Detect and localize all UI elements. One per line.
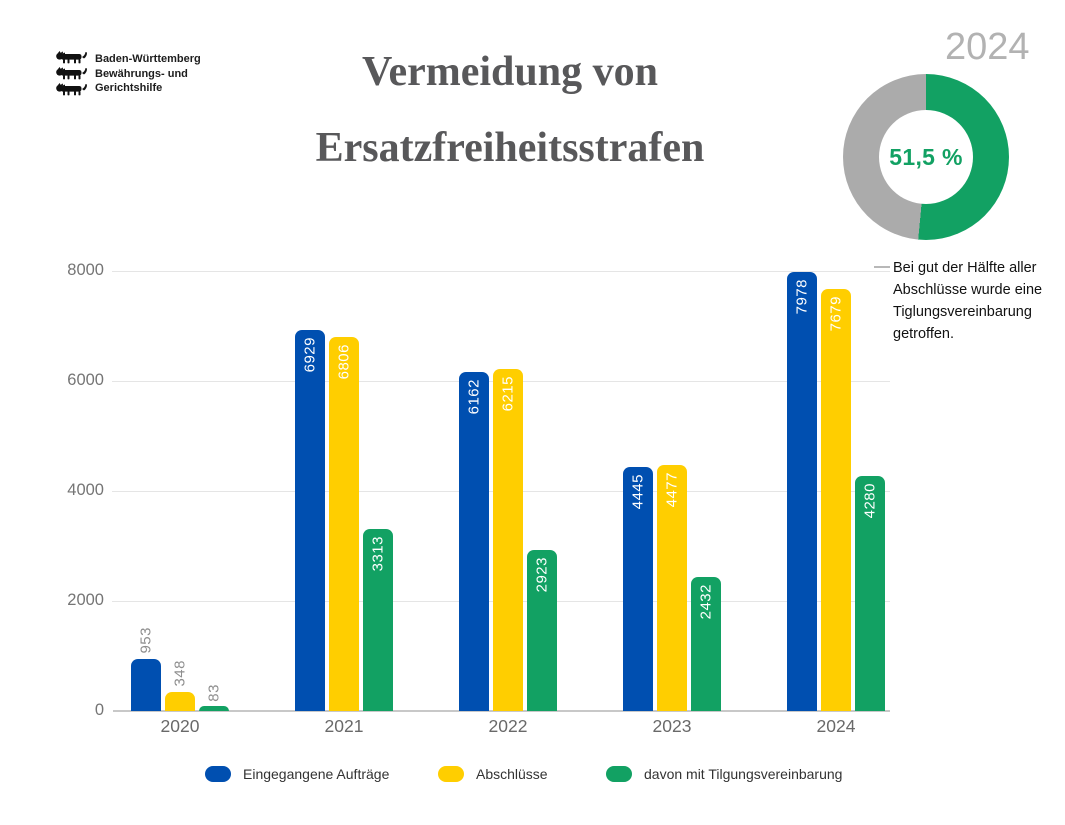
bar-value-label-eingegangene-auftr-ge-2021: 6929 [301,336,319,373]
bar-davon-mit-tilgungsvereinbarung-2023: 2432 [691,577,721,711]
title-line-1: Vermeidung von [362,49,658,95]
x-axis-tick-2021: 2021 [324,716,364,736]
x-axis-tick-2024: 2024 [816,716,856,736]
bar-value-label-eingegangene-auftr-ge-2022: 6162 [465,379,483,415]
bar-value-label-davon-mit-tilgungsvereinbarung-2020: 83 [205,683,223,702]
x-axis-tick-2023: 2023 [652,716,692,736]
legend-label-davon-mit-tilgungsvereinbarung: davon mit Tilgungsvereinbarung [644,766,843,782]
bar-value-label-abschl-sse-2022: 6215 [499,376,517,412]
legend-swatch-davon-mit-tilgungsvereinbarung [606,766,632,782]
y-axis-tick-8000: 8000 [67,261,104,279]
title-line-2: Ersatzfreiheitsstrafen [315,125,705,171]
legend-item-abschl-sse: Abschlüsse [438,766,548,782]
bar-value-label-eingegangene-auftr-ge-2023: 4445 [629,473,647,509]
legend-swatch-abschl-sse [438,766,464,782]
donut-year-label: 2024 [945,26,1030,68]
bar-value-label-abschl-sse-2024: 7679 [827,295,845,332]
donut-caption: Bei gut der Hälfte aller Abschlüsse wurd… [893,260,1043,342]
x-axis-tick-2022: 2022 [488,716,528,736]
bar-abschl-sse-2024: 7679 [821,288,851,711]
bar-davon-mit-tilgungsvereinbarung-2020: 83 [199,684,229,711]
y-axis-tick-0: 0 [94,701,104,719]
gridline-8000 [112,270,890,272]
bar-value-label-davon-mit-tilgungsvereinbarung-2021: 3313 [369,535,387,572]
bar-abschl-sse-2021: 6806 [329,336,359,711]
donut-hole: 51,5 % [879,110,973,204]
legend-item-davon-mit-tilgungsvereinbarung: davon mit Tilgungsvereinbarung [606,766,842,782]
y-axis-tick-2000: 2000 [67,591,104,609]
x-axis-line [113,710,890,712]
donut-chart: 51,5 % [843,74,1009,240]
logo-line-2: Bewährungs- und [95,67,188,80]
page-title: Vermeidung von Ersatzfreiheitsstrafen [230,34,790,186]
legend-label-abschl-sse: Abschlüsse [476,766,548,782]
x-axis-tick-2020: 2020 [160,716,200,736]
bar-value-label-davon-mit-tilgungsvereinbarung-2023: 2432 [697,584,715,620]
bar-eingegangene-auftr-ge-2023: 4445 [623,466,653,711]
logo-line-1: Baden-Württemberg [95,53,201,65]
bar-value-label-davon-mit-tilgungsvereinbarung-2024: 4280 [861,482,879,518]
y-axis-tick-6000: 6000 [67,371,104,389]
logo-text: Baden-Württemberg Bewährungs- und Gerich… [95,50,201,96]
bar-davon-mit-tilgungsvereinbarung-2024: 4280 [855,475,885,711]
bar-eingegangene-auftr-ge-2022: 6162 [459,372,489,711]
bar-value-label-abschl-sse-2021: 6806 [335,343,353,380]
bar-value-label-abschl-sse-2023: 4477 [663,471,681,508]
bar-abschl-sse-2023: 4477 [657,464,687,711]
bar-value-label-eingegangene-auftr-ge-2020: 953 [137,627,155,654]
bw-logo: Baden-Württemberg Bewährungs- und Gerich… [55,50,201,96]
bar-abschl-sse-2022: 6215 [493,369,523,711]
bar-eingegangene-auftr-ge-2021: 6929 [295,329,325,711]
legend-label-eingegangene-auftr-ge: Eingegangene Aufträge [243,766,390,782]
bar-eingegangene-auftr-ge-2020: 953 [131,627,161,711]
donut-percent-label: 51,5 % [889,143,963,170]
legend-item-eingegangene-auftr-ge: Eingegangene Aufträge [205,766,389,782]
bar-eingegangene-auftr-ge-2024: 7978 [787,272,817,711]
legend-swatch-eingegangene-auftr-ge [205,766,231,782]
bar-davon-mit-tilgungsvereinbarung-2021: 3313 [363,528,393,711]
bar-value-label-eingegangene-auftr-ge-2024: 7978 [793,279,811,315]
bar-davon-mit-tilgungsvereinbarung-2022: 2923 [527,550,557,711]
donut-caption-leader-line [874,266,890,268]
bar-abschl-sse-2020: 348 [165,660,195,711]
bar-value-label-davon-mit-tilgungsvereinbarung-2022: 2923 [533,557,551,593]
bar-value-label-abschl-sse-2020: 348 [171,660,189,687]
y-axis-tick-4000: 4000 [67,481,104,499]
bw-coat-of-arms-icon [55,50,87,96]
logo-line-3: Gerichtshilfe [95,82,163,94]
